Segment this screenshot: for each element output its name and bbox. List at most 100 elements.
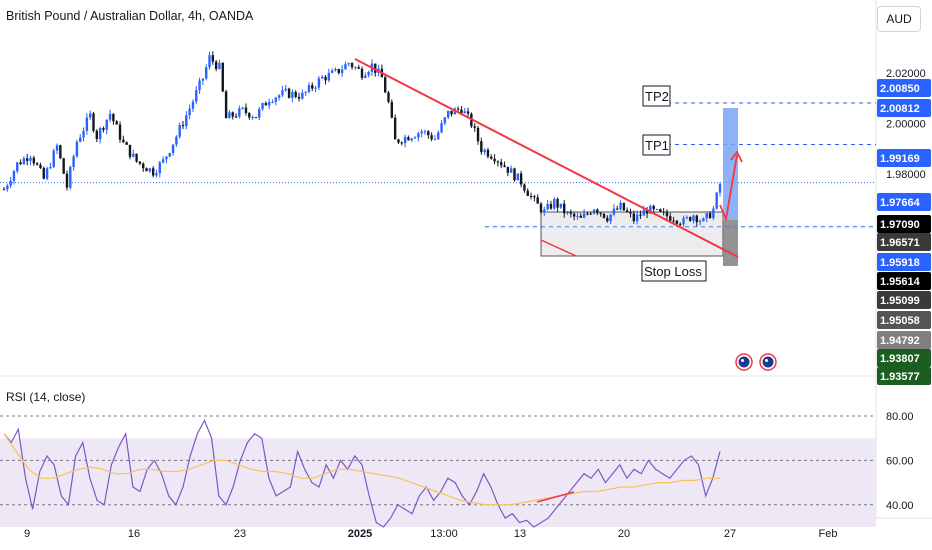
candle-body xyxy=(16,162,19,172)
candle-body xyxy=(284,88,287,91)
candle-body xyxy=(324,76,327,81)
candle-body xyxy=(238,108,241,117)
candle-body xyxy=(118,124,122,140)
candle-body xyxy=(506,166,510,173)
rsi-tick-label: 60.00 xyxy=(886,455,914,467)
candle-body xyxy=(132,153,135,157)
candle-body xyxy=(188,108,191,116)
candle-body xyxy=(420,131,423,134)
candle-body xyxy=(158,162,161,174)
candle-body xyxy=(12,171,16,181)
candle-body xyxy=(287,88,291,98)
candle-body xyxy=(513,168,516,181)
candle-body xyxy=(317,78,321,88)
flag-icon xyxy=(762,356,774,368)
candle-body xyxy=(138,161,142,164)
candle-body xyxy=(52,150,55,167)
candle-body xyxy=(516,173,519,181)
price-badge xyxy=(877,349,931,367)
candle-body xyxy=(440,123,443,133)
price-badge xyxy=(877,149,931,167)
currency-button[interactable]: AUD xyxy=(877,6,921,32)
candle-body xyxy=(523,184,526,191)
candle-body xyxy=(161,159,165,163)
candle-body xyxy=(708,213,712,219)
candle-body xyxy=(122,139,125,143)
candle-body xyxy=(543,209,546,213)
candle-body xyxy=(360,68,364,78)
candle-body xyxy=(108,113,112,120)
candle-body xyxy=(59,145,62,159)
candle-body xyxy=(410,138,413,141)
price-badge-label: 1.95058 xyxy=(880,315,920,327)
candle-body xyxy=(264,103,268,106)
candle-body xyxy=(675,220,679,224)
stop-zone xyxy=(723,220,738,266)
price-tick-label: 2.02000 xyxy=(886,68,926,80)
tp2-label-box xyxy=(642,85,671,107)
candle-body xyxy=(271,101,274,103)
candle-body xyxy=(45,168,49,179)
candle-body xyxy=(403,137,407,144)
candle-body xyxy=(579,215,582,218)
candle-body xyxy=(609,214,612,222)
candle-body xyxy=(619,202,622,210)
price-badge-label: 2.00812 xyxy=(880,103,920,115)
candle-body xyxy=(251,117,254,119)
candle-body xyxy=(679,223,682,225)
candle-body xyxy=(211,55,215,62)
candle-body xyxy=(102,128,105,130)
candle-body xyxy=(712,208,715,219)
time-tick-label: 16 xyxy=(128,528,140,540)
candle-body xyxy=(456,108,460,110)
candle-body xyxy=(42,167,45,179)
candle-body xyxy=(599,212,602,214)
candle-body xyxy=(128,144,132,157)
price-badge xyxy=(877,99,931,117)
candle-body xyxy=(258,109,261,118)
candle-body xyxy=(493,158,496,162)
candle-body xyxy=(496,161,500,163)
candle-body xyxy=(500,162,503,166)
price-badge-label: 1.96571 xyxy=(880,237,920,249)
candle-body xyxy=(221,62,224,92)
candle-body xyxy=(22,158,26,165)
candle-body xyxy=(277,95,281,98)
flag-icon xyxy=(738,356,750,368)
candle-body xyxy=(142,163,145,169)
candle-body xyxy=(82,130,85,138)
candle-body xyxy=(148,168,152,172)
candle-body xyxy=(486,149,490,157)
price-badge-label: 2.00850 xyxy=(880,83,920,95)
projection-arrow xyxy=(719,154,738,223)
candle-body xyxy=(659,209,662,212)
price-tick-label: 1.98000 xyxy=(886,169,926,181)
candle-body xyxy=(625,210,629,212)
candle-body xyxy=(294,91,297,97)
candles-group xyxy=(2,51,722,227)
candle-body xyxy=(168,153,171,157)
candle-body xyxy=(503,165,506,167)
price-badge-label: 1.99169 xyxy=(880,153,920,165)
price-tick-label: 2.00000 xyxy=(886,119,926,131)
candle-body xyxy=(417,133,420,138)
price-badge xyxy=(877,253,931,271)
candle-body xyxy=(185,115,188,127)
candle-body xyxy=(433,139,437,141)
candle-body xyxy=(354,67,357,69)
candle-body xyxy=(65,173,69,188)
candle-body xyxy=(407,137,410,141)
candle-body xyxy=(384,77,387,93)
candle-body xyxy=(297,96,301,99)
price-badge xyxy=(877,367,931,385)
candle-body xyxy=(178,125,181,137)
candle-body xyxy=(702,218,705,222)
candle-body xyxy=(191,101,195,109)
candle-body xyxy=(367,72,370,76)
time-tick-label: 23 xyxy=(234,528,246,540)
candle-body xyxy=(546,203,549,210)
price-badge xyxy=(877,215,931,233)
candle-body xyxy=(682,218,685,225)
price-badge xyxy=(877,272,931,290)
flag-star xyxy=(765,359,768,362)
